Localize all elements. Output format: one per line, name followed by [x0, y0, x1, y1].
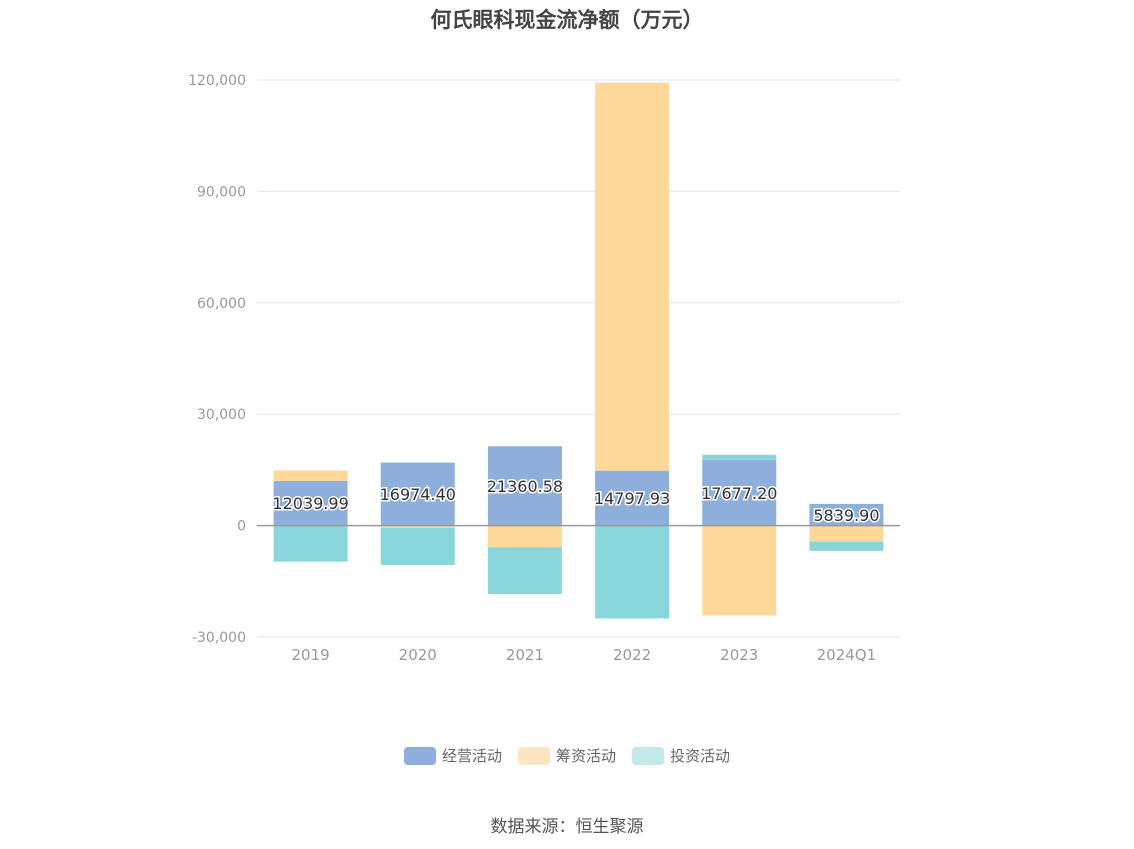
bar-financing: [273, 470, 348, 481]
legend-swatch-investing: [632, 746, 664, 765]
chart-title: 何氏眼科现金流净额（万元）: [430, 8, 704, 32]
legend-label-operating: 经营活动: [441, 747, 502, 765]
bar-operating: [380, 462, 455, 526]
bar-investing: [273, 525, 348, 562]
x-tick-label: 2021: [506, 646, 544, 664]
y-tick-label: 30,000: [197, 407, 246, 423]
bar-financing: [380, 525, 455, 528]
data-label: 14797.93: [594, 489, 670, 508]
x-tick-label: 2019: [291, 646, 329, 664]
legend-swatch-financing: [517, 746, 550, 765]
bar-investing: [809, 541, 884, 551]
bar-investing: [380, 527, 455, 565]
bar-investing: [595, 525, 670, 619]
y-tick-label: 90,000: [197, 184, 246, 200]
bar-financing: [595, 82, 670, 471]
bar-operating: [487, 446, 562, 526]
bar-investing: [487, 547, 562, 594]
data-label: 12039.99: [272, 494, 348, 513]
legend-label-financing: 筹资活动: [555, 747, 616, 765]
chart-legend: 经营活动 筹资活动 投资活动: [0, 745, 1134, 766]
bar-operating: [273, 480, 348, 526]
y-tick-label: 60,000: [197, 296, 246, 312]
data-label: 16974.40: [380, 485, 456, 504]
legend-label-investing: 投资活动: [670, 747, 731, 765]
bar-financing: [487, 525, 562, 548]
x-tick-label: 2023: [720, 646, 758, 664]
x-tick-label: 2020: [399, 646, 437, 664]
data-source: 数据来源：恒生聚源: [490, 817, 644, 837]
legend-item-operating[interactable]: 经营活动: [403, 745, 502, 766]
x-tick-label: 2022: [613, 646, 651, 664]
data-label: 5839.90: [813, 506, 879, 525]
bar-investing: [702, 454, 777, 460]
y-tick-label: 120,000: [188, 73, 246, 89]
y-tick-label: 0: [237, 519, 246, 535]
bar-operating: [595, 470, 670, 526]
data-label: 21360.58: [487, 477, 563, 496]
bar-operating: [702, 459, 777, 526]
legend-swatch-operating: [403, 746, 436, 765]
x-tick-label: 2024Q1: [817, 646, 877, 664]
bar-financing: [702, 525, 777, 616]
y-tick-label: -30,000: [192, 630, 246, 646]
legend-item-financing[interactable]: 筹资活动: [517, 745, 616, 766]
bar-operating: [809, 503, 884, 526]
data-label: 17677.20: [701, 484, 777, 503]
legend-item-investing[interactable]: 投资活动: [632, 745, 730, 766]
bar-financing: [809, 525, 884, 542]
